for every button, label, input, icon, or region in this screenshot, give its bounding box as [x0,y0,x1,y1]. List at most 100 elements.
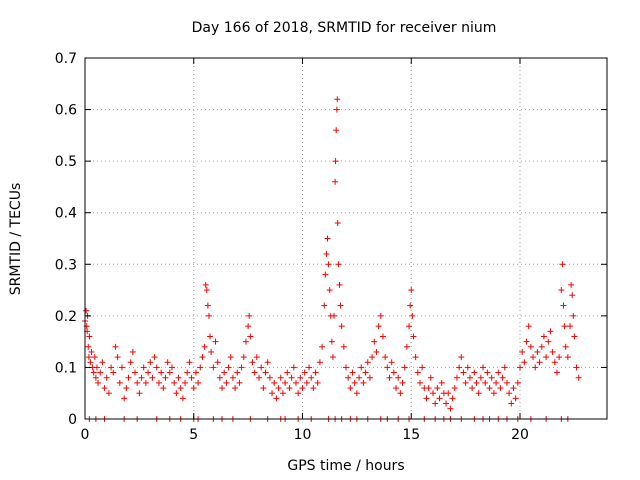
data-point [204,302,211,309]
data-point [299,385,306,392]
data-point [203,287,210,294]
data-point [337,302,344,309]
data-point [379,333,386,340]
data-point [371,338,378,345]
data-point [430,390,436,397]
data-point [158,369,165,376]
data-point [560,302,567,309]
y-tick-label: 0.3 [55,257,77,273]
data-point [512,395,519,402]
data-point [386,374,393,381]
data-point [256,374,262,381]
x-tick-label: 0 [81,427,90,443]
data-point [331,312,338,319]
data-point [453,374,460,381]
data-point [347,385,354,392]
data-point [551,359,558,366]
data-point [356,374,363,381]
data-point [334,96,341,103]
data-point [86,333,93,340]
data-point [292,379,299,386]
data-point [101,385,108,392]
data-point [221,369,228,376]
data-point [142,379,149,386]
data-point [338,323,345,330]
data-point [284,369,291,376]
data-point [519,348,526,355]
data-point [416,379,423,386]
data-point [145,369,152,376]
data-point [506,390,513,397]
data-point [534,348,541,355]
data-point [271,379,278,386]
data-point [469,385,476,392]
data-point [199,354,206,361]
data-point [390,369,397,376]
y-tick-label: 0.5 [55,154,77,170]
points [82,96,582,422]
y-axis-label: SRMTID / TECUs [8,183,24,296]
data-point [325,261,332,268]
data-point [407,302,414,309]
data-point [205,312,212,319]
data-point [443,400,450,407]
data-point [155,379,162,386]
data-point [484,369,491,376]
data-point [153,364,160,371]
data-point [510,385,517,392]
data-point [333,106,340,113]
data-point [364,359,371,366]
data-point [118,364,125,371]
data-point [406,323,413,330]
data-point [138,374,145,381]
x-axis-label: GPS time / hours [287,458,404,474]
data-point [351,379,358,386]
data-point [182,379,189,386]
data-point [132,369,139,376]
data-point [419,364,426,371]
data-point [473,379,480,386]
data-point [253,354,260,361]
data-point [306,364,313,371]
data-point [99,359,106,366]
data-point [149,374,156,381]
data-point [545,338,552,345]
data-point [229,374,236,381]
data-point [242,338,249,345]
data-point [93,364,100,371]
data-point [87,359,94,366]
data-point [360,379,367,386]
data-point [85,354,92,361]
data-point [332,178,339,185]
data-point [508,400,515,407]
data-point [521,359,528,366]
data-point [151,354,158,361]
data-point [175,374,182,381]
data-point [95,379,102,386]
data-point [333,127,340,134]
data-point [166,369,173,376]
data-point [275,385,282,392]
data-point [558,287,565,294]
data-point [125,374,132,381]
data-point [559,261,566,268]
data-point [269,390,276,397]
data-point [456,364,463,371]
data-point [129,348,136,355]
data-point [523,338,530,345]
ticks [84,57,607,420]
data-point [219,385,226,392]
data-point [264,359,271,366]
data-point [249,359,256,366]
data-point [547,328,554,335]
data-point [540,333,547,340]
data-point [147,359,154,366]
data-point [227,354,234,361]
data-point [462,379,469,386]
plot-frame [84,57,608,420]
data-point [369,354,376,361]
x-tick-label: 5 [189,427,198,443]
data-point [573,364,580,371]
data-point [246,312,253,319]
